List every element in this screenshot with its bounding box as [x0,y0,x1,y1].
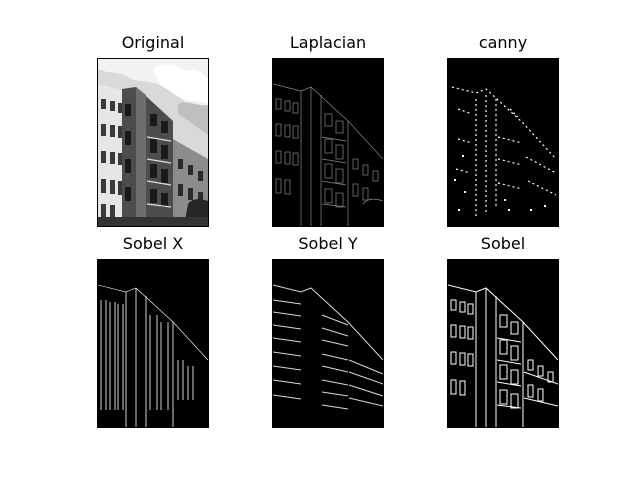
image-sobel [447,259,559,428]
image-laplacian [272,58,384,227]
image-original [97,58,209,227]
image-sobel-y [272,259,384,428]
image-canny [447,58,559,227]
panel-title: Sobel Y [298,234,358,253]
image-sobel-x [97,259,209,428]
panel-title: Sobel [480,234,526,253]
panel-title: canny [478,33,528,52]
panel-title: Laplacian [289,33,367,52]
panel-title: Sobel X [122,234,184,253]
panel-title: Original [121,33,185,52]
